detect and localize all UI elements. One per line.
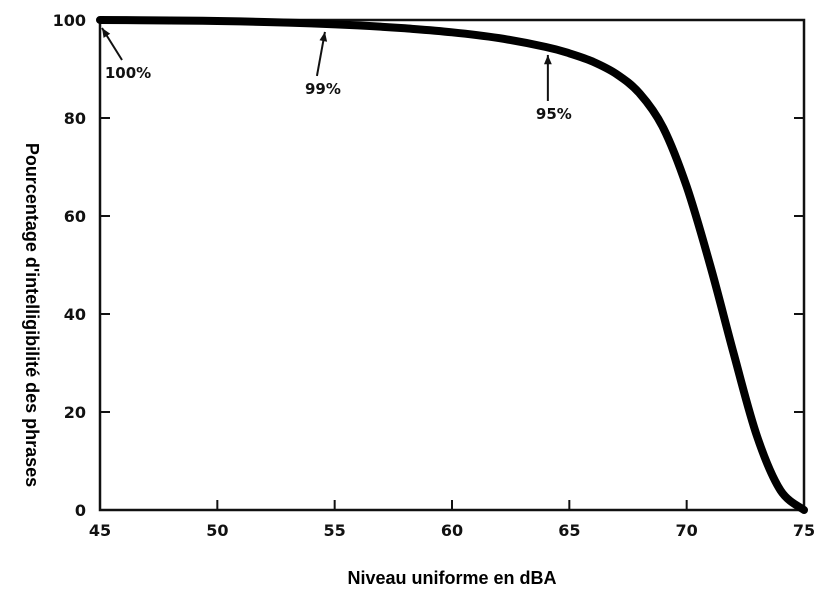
annotation-arrowhead: [544, 54, 552, 65]
x-tick-label: 50: [206, 521, 228, 540]
x-axis: 45 50 55 60 65 70 75: [89, 500, 815, 540]
annotations: 100% 99% 95%: [101, 27, 572, 123]
y-tick-label: 100: [53, 11, 86, 30]
y-tick-label: 60: [64, 207, 86, 226]
x-axis-title: Niveau uniforme en dBA: [347, 568, 556, 588]
annotation-label: 99%: [305, 80, 341, 98]
y-tick-label: 20: [64, 403, 86, 422]
annotation-label: 100%: [105, 64, 151, 82]
annotation-arrowhead: [102, 28, 111, 38]
x-tick-label: 60: [441, 521, 463, 540]
y-tick-label: 80: [64, 109, 86, 128]
x-tick-label: 65: [558, 521, 580, 540]
y-tick-label: 0: [75, 501, 86, 520]
y-tick-label: 40: [64, 305, 86, 324]
x-tick-label: 45: [89, 521, 111, 540]
plot-frame: [98, 18, 806, 512]
y-axis-title: Pourcentage d'intelligibilité des phrase…: [22, 143, 42, 487]
x-tick-label: 75: [793, 521, 815, 540]
y-axis: 0 20 40 60 80 100: [53, 11, 804, 520]
x-tick-label: 70: [676, 521, 698, 540]
series-line: [96, 16, 808, 514]
x-tick-label: 55: [324, 521, 346, 540]
annotation-arrowhead: [319, 31, 328, 42]
annotation-label: 95%: [536, 105, 572, 123]
